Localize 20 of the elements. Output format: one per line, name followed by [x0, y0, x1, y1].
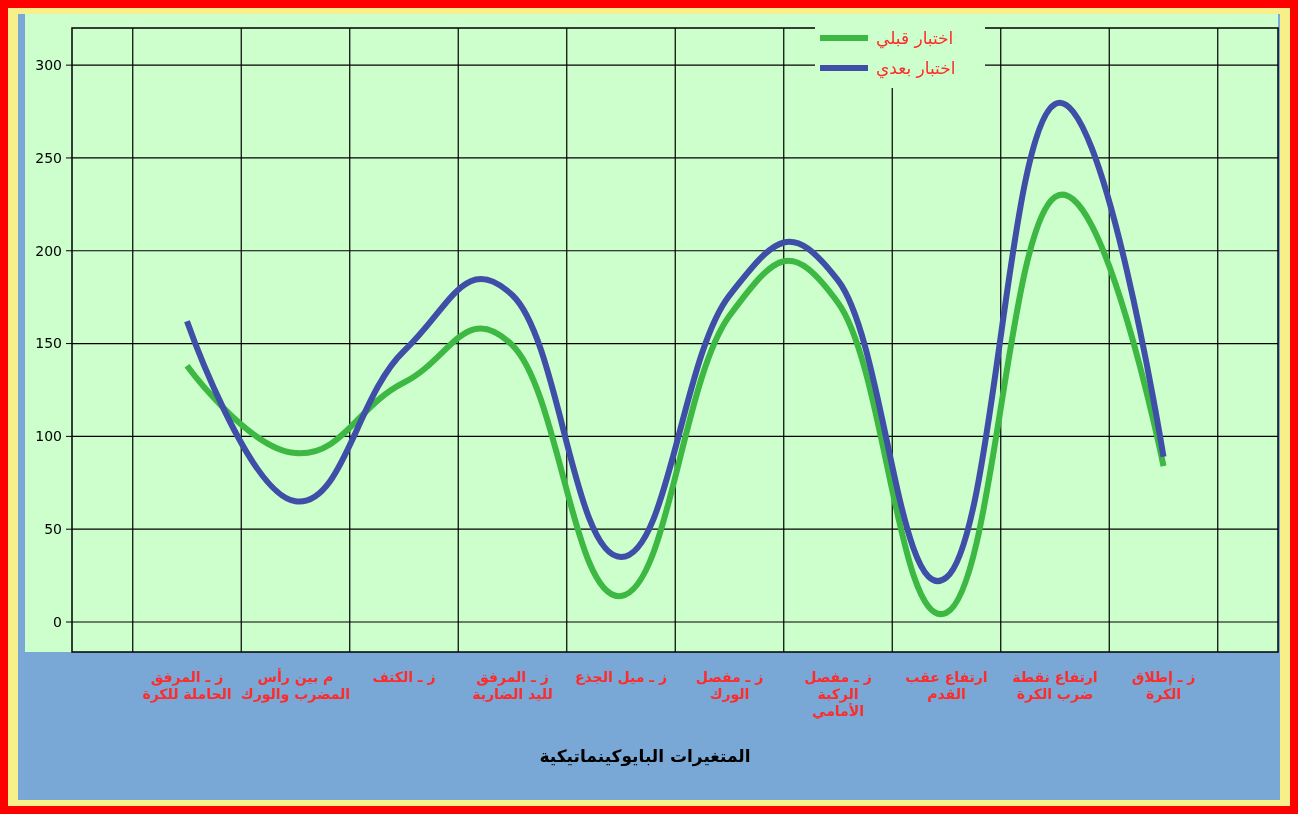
- x-tick-label: ز ـ مفصل الركبة الأمامي: [804, 669, 872, 720]
- x-tick-label: ارتفاع عقب القدم: [905, 669, 988, 702]
- y-tick-label: 50: [44, 521, 62, 538]
- x-tick-label: ز ـ الكتف: [372, 669, 436, 685]
- y-tick-label: 150: [35, 335, 62, 352]
- legend-label: اختبار قبلي: [876, 27, 954, 49]
- y-tick-label: 0: [53, 613, 62, 630]
- y-tick-label: 250: [35, 149, 62, 166]
- x-tick-label: ز ـ المرفق لليد الضاربة: [472, 669, 553, 702]
- x-tick-label: ارتفاع نقطة ضرب الكرة: [1012, 669, 1098, 703]
- legend-label: اختبار بعدي: [876, 57, 956, 79]
- y-tick-label: 200: [35, 242, 62, 259]
- x-tick-label: ز ـ ميل الجذع: [574, 669, 668, 685]
- x-axis-title: المتغيرات البايوكينماتيكية: [539, 746, 751, 767]
- x-tick-label: ز ـ المرفق الحاملة للكرة: [142, 669, 232, 703]
- x-tick-label: ز ـ إطلاق الكرة: [1131, 669, 1196, 703]
- x-tick-label: م بين رأس المضرب والورك: [240, 668, 351, 703]
- y-tick-label: 100: [35, 428, 62, 445]
- x-tick-label: ز ـ مفصل الورك: [695, 669, 764, 703]
- y-tick-label: 300: [35, 57, 62, 74]
